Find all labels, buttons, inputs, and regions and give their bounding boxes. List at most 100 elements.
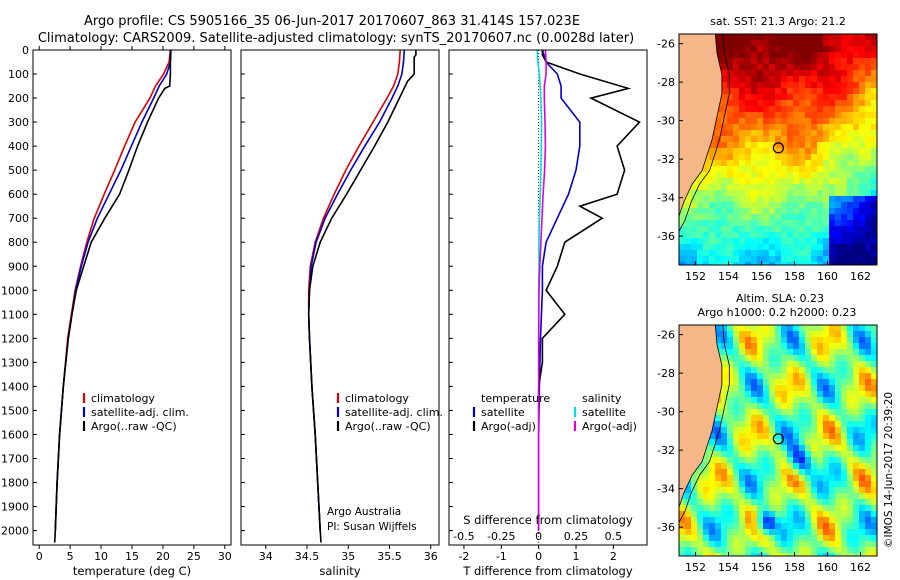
legend-entry: Argo(-adj) — [582, 420, 637, 433]
sla-map-cell — [871, 421, 877, 428]
sst-map-cell — [835, 76, 842, 83]
sla-map-cell — [841, 493, 848, 500]
sst-map-cell — [841, 214, 848, 221]
sla-map-cell — [769, 355, 776, 362]
sla-map-cell — [781, 547, 788, 554]
sla-map-cell — [775, 481, 782, 488]
sst-map-cell — [871, 178, 877, 185]
sst-map-cell — [805, 94, 812, 101]
sst-map-cell — [871, 214, 877, 221]
sla-map-cell — [787, 433, 794, 440]
sla-map-cell — [751, 355, 758, 362]
sla-map-cell — [709, 439, 716, 446]
sst-map-cell — [823, 46, 830, 53]
sst-map-cell — [829, 250, 836, 257]
sla-map-cell — [781, 469, 788, 476]
sla-map-cell — [709, 535, 716, 542]
sla-map-cell — [811, 331, 818, 338]
sla-map-cell — [769, 511, 776, 518]
sst-map-cell — [841, 106, 848, 113]
difference-xtick-label: 2 — [610, 550, 617, 563]
sst-map-cell — [679, 208, 686, 215]
sla-map-cell — [715, 475, 722, 482]
sla-map-cell — [733, 517, 740, 524]
sla-map-cell — [865, 547, 872, 554]
sla-map-cell — [769, 325, 776, 332]
sst-map-cell — [781, 178, 788, 185]
sst-map-cell — [775, 76, 782, 83]
sst-map-cell — [847, 172, 854, 179]
sst-map-cell — [745, 52, 752, 59]
sst-map-cell — [727, 214, 734, 221]
sla-map-cell — [751, 451, 758, 458]
sst-map-cell — [805, 262, 812, 265]
sst-map-cell — [751, 208, 758, 215]
sst-map-cell — [841, 262, 848, 265]
sla-map-cell — [811, 439, 818, 446]
sst-map-cell — [823, 40, 830, 47]
sla-map-cell — [697, 535, 704, 542]
sla-map-cell — [805, 331, 812, 338]
sla-map-cell — [823, 433, 830, 440]
sla-map-cell — [871, 541, 877, 548]
sla-map-cell — [859, 367, 866, 374]
sst-map-cell — [841, 184, 848, 191]
sst-map-cell — [757, 262, 764, 265]
sla-map-cell — [829, 385, 836, 392]
sla-map-cell — [787, 505, 794, 512]
sst-map-cell — [721, 226, 728, 233]
sst-map-cell — [811, 196, 818, 203]
sst-map-cell — [739, 124, 746, 131]
sst-map-cell — [757, 70, 764, 77]
sla-map-cell — [745, 391, 752, 398]
sst-map-cell — [709, 232, 716, 239]
sst-map-cell — [787, 250, 794, 257]
sst-map-cell — [829, 52, 836, 59]
sla-map-cell — [811, 379, 818, 386]
sst-map-cell — [781, 142, 788, 149]
sst-map-cell — [799, 208, 806, 215]
sla-map-cell — [823, 535, 830, 542]
sst-map-cell — [805, 220, 812, 227]
sla-map-cell — [847, 553, 854, 556]
sla-map-cell — [703, 457, 710, 464]
sla-map-cell — [733, 337, 740, 344]
sst-map-cell — [763, 238, 770, 245]
sst-map-cell — [841, 52, 848, 59]
sst-map-cell — [865, 94, 872, 101]
sla-map-cell — [871, 325, 877, 332]
sst-map-cell — [709, 184, 716, 191]
sst-map-cell — [865, 172, 872, 179]
sst-map-cell — [787, 244, 794, 251]
sst-map-isobath — [679, 34, 730, 233]
sst-map-cell — [847, 220, 854, 227]
sla-map-cell — [769, 409, 776, 416]
sst-map-cell — [703, 190, 710, 197]
sla-map-cell — [739, 403, 746, 410]
salinity-frame — [240, 49, 440, 546]
sst-map-cell — [787, 34, 794, 41]
sla-map-cell — [709, 523, 716, 530]
sst-map-cell — [751, 172, 758, 179]
sla-map-cell — [715, 409, 722, 416]
sla-map-cell — [823, 427, 830, 434]
sst-map-cell — [811, 124, 818, 131]
sla-map-cell — [733, 355, 740, 362]
sst-map-cell — [739, 70, 746, 77]
sst-map-cell — [865, 100, 872, 107]
sla-map-cell — [835, 535, 842, 542]
sla-map-cell — [871, 511, 877, 518]
sla-map-cell — [685, 517, 692, 524]
sla-map-cell — [691, 535, 698, 542]
sst-map-cell — [859, 184, 866, 191]
sla-map-cell — [703, 547, 710, 554]
sla-map-cell — [823, 349, 830, 356]
sla-map-cell — [787, 403, 794, 410]
sla-map-cell — [679, 499, 686, 506]
sst-map-cell — [727, 130, 734, 137]
sla-map-cell — [841, 511, 848, 518]
sla-map-cell — [871, 487, 877, 494]
sst-map-cell — [769, 142, 776, 149]
sla-map-cell — [811, 415, 818, 422]
sla-map-cell — [853, 469, 860, 476]
